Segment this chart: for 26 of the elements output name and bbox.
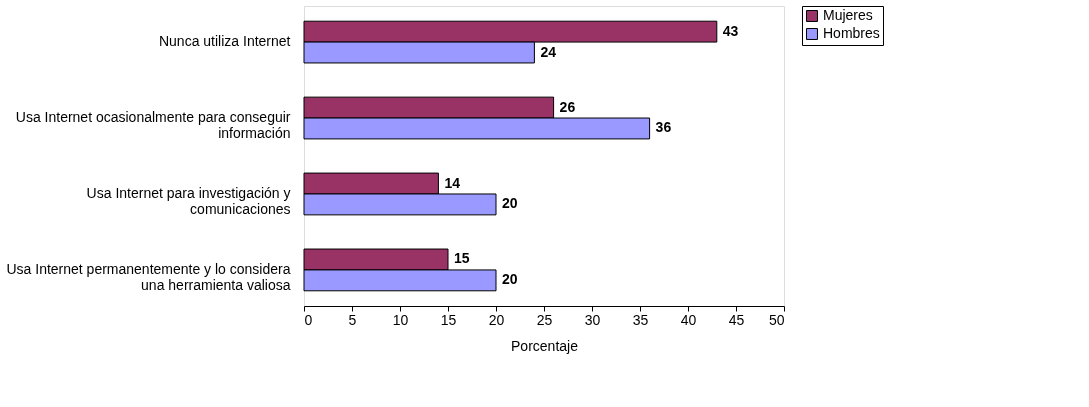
y-tick-label: Usa Internet permanentemente y lo considera una herramienta valiosa [6, 260, 291, 293]
x-tick-label: 10 [392, 311, 409, 328]
data-label: 14 [444, 174, 461, 191]
legend-label: Mujeres [823, 7, 873, 23]
data-label: 24 [540, 43, 557, 60]
x-tick-label: 20 [488, 311, 505, 328]
data-label: 26 [559, 98, 576, 115]
data-label: 20 [502, 271, 518, 288]
x-tick-label: 50 [768, 311, 785, 328]
x-tick-label: 45 [728, 311, 745, 328]
legend-label: Hombres [823, 25, 880, 41]
x-axis-title: Porcentaje [511, 337, 579, 354]
x-tick-label: 40 [680, 311, 697, 328]
data-label: 43 [722, 22, 739, 39]
data-label: 20 [502, 195, 518, 212]
x-tick-label: 35 [632, 311, 649, 328]
x-tick-label: 15 [440, 311, 457, 328]
x-tick-label: 0 [304, 311, 313, 328]
x-tick-label: 25 [536, 311, 553, 328]
y-tick-label: Usa Internet ocasionalmente para conseguir información [15, 109, 291, 142]
data-label: 15 [454, 250, 470, 267]
y-tick-label: Nunca utiliza Internet [158, 33, 291, 50]
x-tick-label: 30 [584, 311, 601, 328]
x-tick-label: 5 [348, 311, 357, 328]
data-label: 36 [655, 119, 672, 136]
y-tick-label: Usa Internet para investigación y comunicaciones [86, 184, 291, 217]
